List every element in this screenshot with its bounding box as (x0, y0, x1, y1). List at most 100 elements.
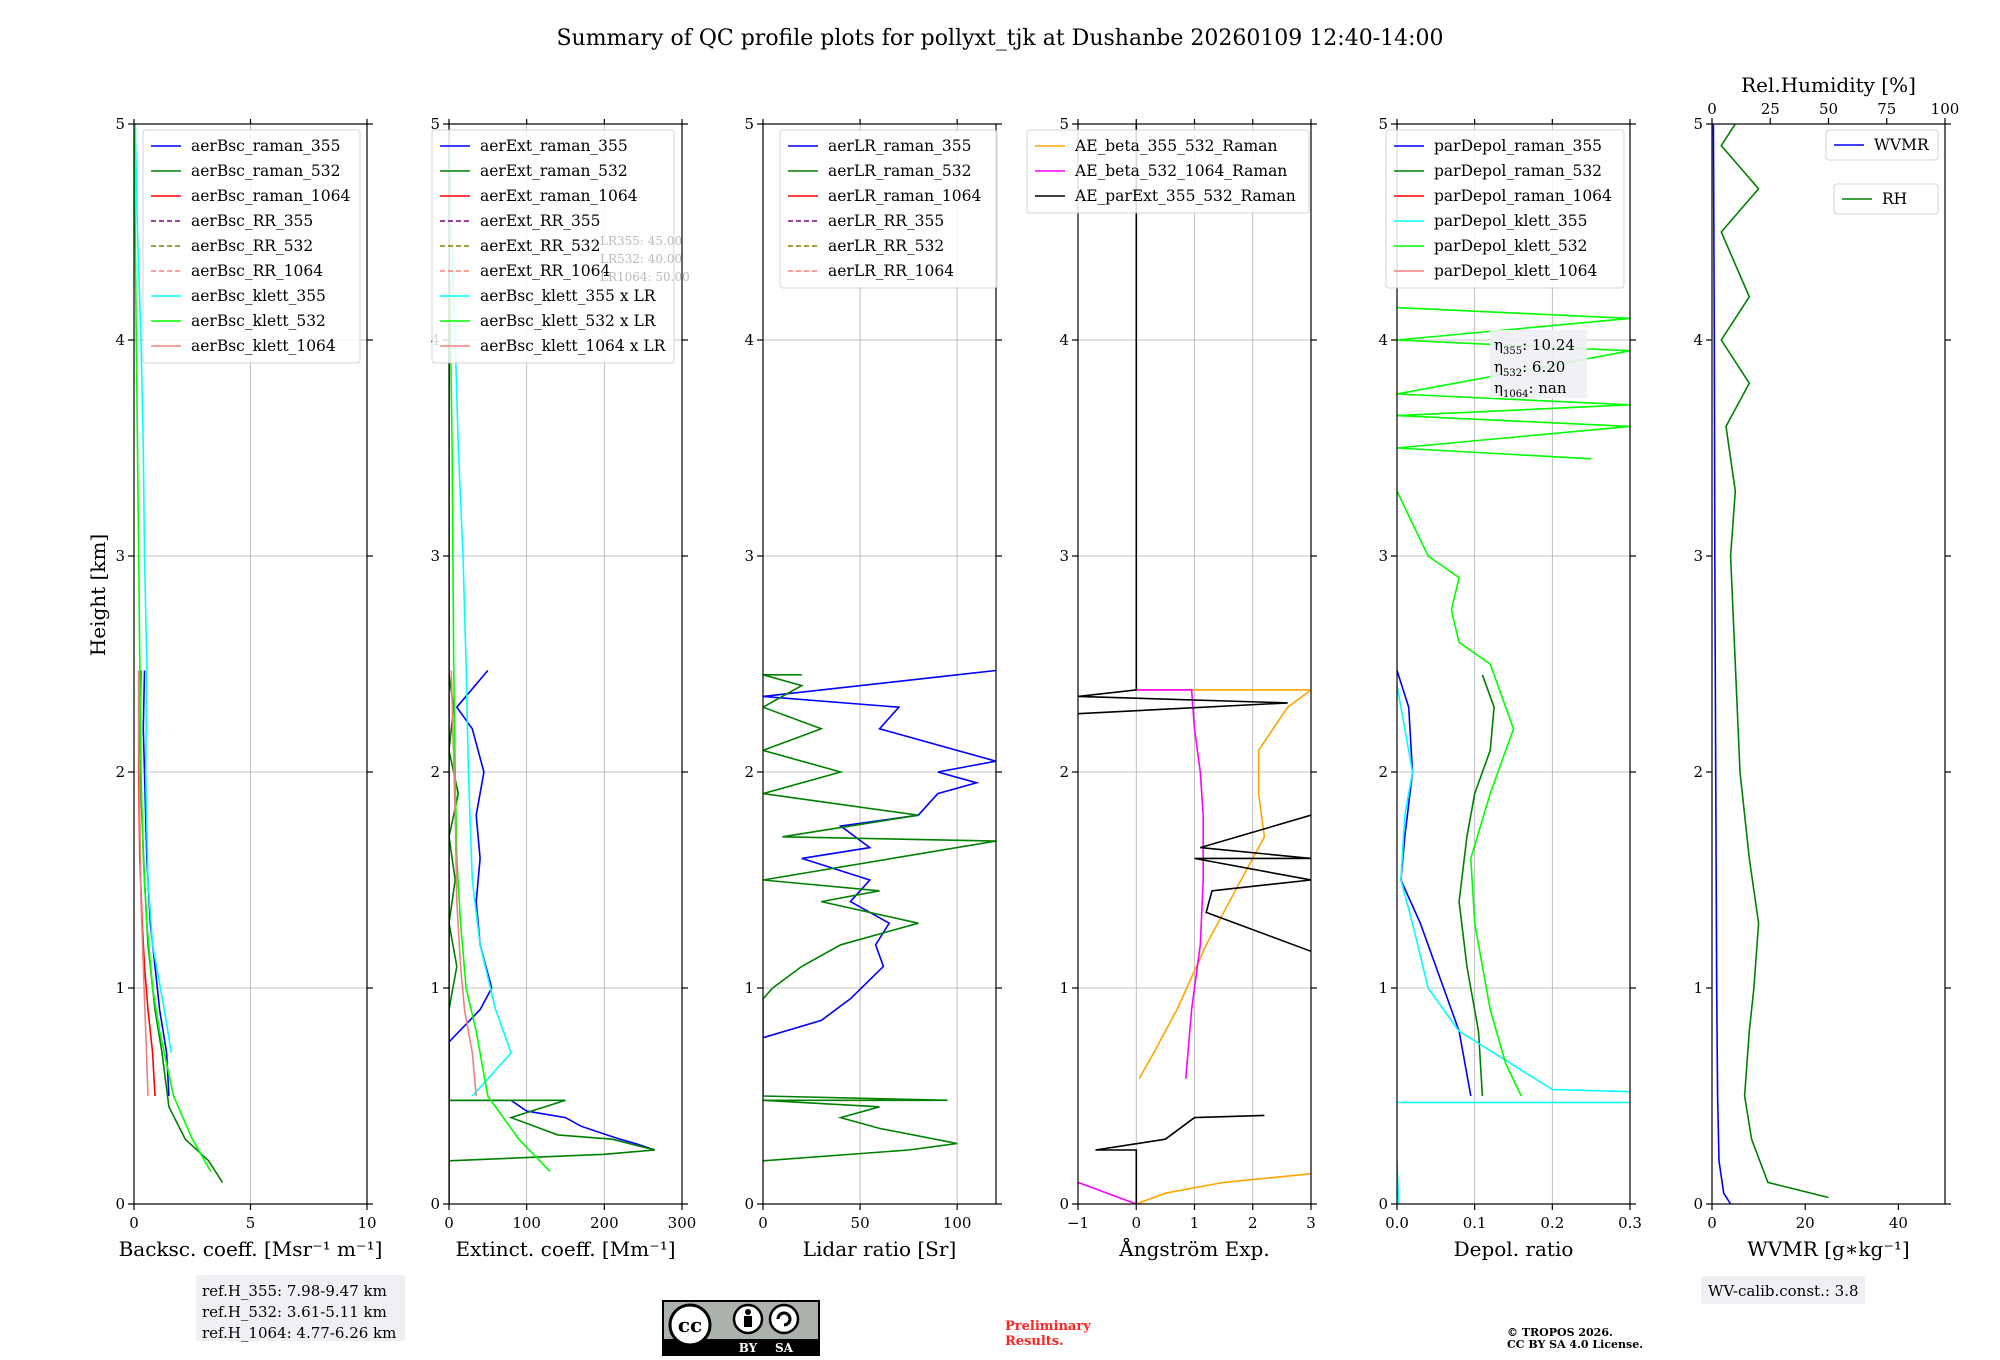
x-tick-label: 10 (357, 1214, 376, 1232)
series-line-AE_beta_532_1064_Raman (1078, 689, 1204, 1204)
legend-label: aerBsc_raman_355 (191, 137, 341, 155)
legend-label: aerLR_RR_532 (828, 237, 944, 255)
legend-wv: WVMR RH (1825, 129, 1939, 215)
series-line-parDepol_raman_532 (1458, 674, 1495, 1097)
legend-label: aerExt_raman_355 (480, 137, 628, 155)
panel-depol: 0.0 0.1 0.2 0.3 0 1 2 3 4 5 Depol. ratio parDepol_r… (1378, 115, 1641, 1261)
legend-label: aerBsc_raman_1064 (191, 187, 351, 205)
legend-label: parDepol_klett_1064 (1434, 262, 1597, 280)
legend-label: AE_beta_532_1064_Raman (1074, 162, 1287, 180)
legend-box (779, 129, 998, 289)
x-tick-label: 0 (758, 1214, 768, 1232)
legend-label: aerBsc_RR_532 (191, 237, 313, 255)
top-x-tick-label: 25 (1761, 100, 1780, 118)
top-x-tick-label: 0 (1707, 100, 1717, 118)
y-tick-label: 4 (1059, 331, 1069, 349)
y-tick-label: 5 (1378, 115, 1388, 133)
y-tick-label: 5 (1693, 115, 1703, 133)
panel-bsc: 0 5 10 0 1 2 3 4 5 Backsc. coeff. [Msr⁻¹ m⁻¹] aerB… (115, 115, 382, 1261)
x-tick-label: 0.2 (1540, 1214, 1564, 1232)
preliminary-line-2: Results. (1005, 1334, 1064, 1349)
y-tick-label: 4 (1693, 331, 1703, 349)
x-tick-label: 0 (444, 1214, 454, 1232)
legend-label: aerBsc_RR_1064 (191, 262, 323, 280)
top-x-axis-label: Rel.Humidity [%] (1741, 73, 1916, 97)
x-tick-label: 100 (943, 1214, 972, 1232)
legend-label: aerLR_RR_1064 (828, 262, 954, 280)
x-axis-label: Backsc. coeff. [Msr⁻¹ m⁻¹] (119, 1237, 383, 1261)
legend-label: RH (1882, 190, 1907, 208)
y-tick-label: 2 (1378, 763, 1388, 781)
legend-label: aerLR_raman_355 (828, 137, 971, 155)
y-tick-label: 5 (115, 115, 125, 133)
axes-frame (1396, 123, 1631, 1205)
y-tick-label: 0 (115, 1195, 125, 1213)
y-tick-label: 3 (1378, 547, 1388, 565)
y-tick-label: 1 (1378, 979, 1388, 997)
preliminary-line-1: Preliminary (1005, 1319, 1091, 1334)
series-line-aerBsc_klett_532 x LR (449, 231, 551, 1173)
y-tick-label: 3 (430, 547, 440, 565)
y-tick-label: 1 (115, 979, 125, 997)
legend-label: AE_parExt_355_532_Raman (1074, 187, 1296, 205)
legend-label: aerLR_RR_355 (828, 212, 944, 230)
axes-frame (448, 123, 683, 1205)
legend-label: aerLR_raman_1064 (828, 187, 981, 205)
series-line-parDepol_klett_532 (1397, 306, 1630, 1097)
y-tick-label: 1 (1059, 979, 1069, 997)
svg-text:SA: SA (775, 1341, 794, 1355)
legend-box (1825, 129, 1939, 161)
ref-h-532: ref.H_532: 3.61-5.11 km (202, 1303, 387, 1321)
lr-355: LR355: 45.00 (600, 234, 682, 248)
legend-ae: AE_beta_355_532_Raman AE_beta_532_1064_Ra… (1026, 129, 1310, 214)
legend-label: parDepol_raman_1064 (1434, 187, 1612, 205)
y-tick-label: 2 (744, 763, 754, 781)
y-tick-label: 5 (1059, 115, 1069, 133)
legend-label: aerExt_RR_355 (480, 212, 601, 230)
series-line-aerBsc_raman_532 (138, 670, 224, 1183)
legend-label: parDepol_raman_532 (1434, 162, 1602, 180)
legend-label: aerBsc_klett_355 (191, 287, 326, 305)
x-tick-label: 40 (1889, 1214, 1908, 1232)
legend-label: aerBsc_raman_532 (191, 162, 341, 180)
x-tick-label: 200 (590, 1214, 619, 1232)
ref-h-1064: ref.H_1064: 4.77-6.26 km (202, 1324, 396, 1342)
series-line-aerBsc_klett_355 (134, 124, 173, 1053)
x-tick-label: 1 (1190, 1214, 1200, 1232)
lr-532: LR532: 40.00 (600, 252, 682, 266)
top-x-tick-label: 75 (1877, 100, 1896, 118)
lr-1064: LR1064: 50.00 (600, 270, 690, 284)
series-line-aerLR_raman_355 (763, 669, 996, 1039)
x-tick-label: 0.1 (1463, 1214, 1487, 1232)
y-tick-label: 1 (1693, 979, 1703, 997)
x-tick-label: 0.0 (1385, 1214, 1409, 1232)
axes-frame (762, 123, 997, 1205)
x-tick-label: 0 (1131, 1214, 1141, 1232)
eta-532: η532: 6.20 (1494, 358, 1565, 379)
series-line-aerBsc_klett_532 (134, 124, 212, 1172)
legend-label: aerBsc_klett_1064 (191, 337, 336, 355)
legend-lr: aerLR_raman_355 aerLR_raman_532 aerLR_rama… (779, 129, 998, 289)
x-axis-label: Extinct. coeff. [Mm⁻¹] (455, 1237, 675, 1261)
y-tick-label: 4 (1378, 331, 1388, 349)
x-tick-label: 0 (129, 1214, 139, 1232)
x-tick-label: 0 (1707, 1214, 1717, 1232)
figure-title: Summary of QC profile plots for pollyxt_… (556, 26, 1443, 51)
legend-label: WVMR (1874, 136, 1930, 154)
y-tick-label: 0 (744, 1195, 754, 1213)
eta-355: η355: 10.24 (1494, 336, 1575, 357)
legend-box (142, 129, 361, 364)
x-axis-label: WVMR [g∗kg⁻¹] (1747, 1237, 1909, 1261)
legend-box (1385, 129, 1625, 289)
svg-text:cc: cc (678, 1313, 702, 1337)
legend-box (1833, 183, 1939, 215)
y-tick-label: 3 (1693, 547, 1703, 565)
x-tick-label: 3 (1306, 1214, 1316, 1232)
legend-depol: parDepol_raman_355 parDepol_raman_532 parD… (1385, 129, 1625, 289)
y-tick-label: 2 (1059, 763, 1069, 781)
y-tick-label: 5 (430, 115, 440, 133)
legend-label: aerExt_raman_1064 (480, 187, 638, 205)
